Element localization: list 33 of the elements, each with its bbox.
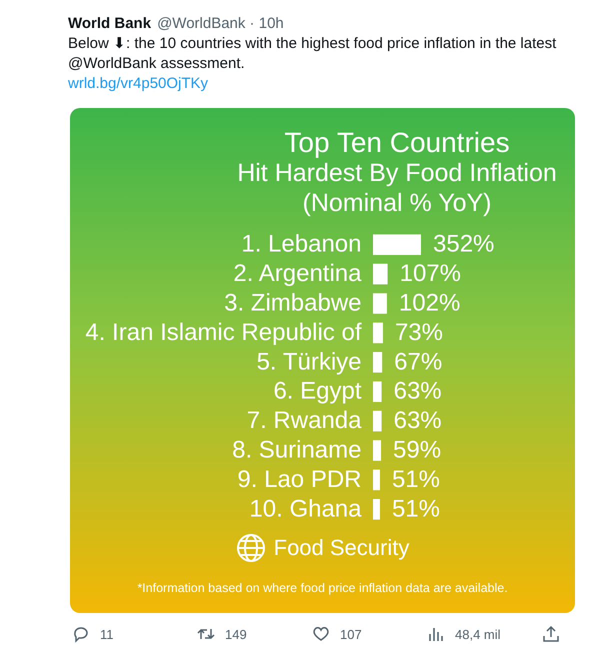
- chart-subtitle: Hit Hardest By Food Inflation: [237, 159, 557, 187]
- text: @WorldBank · 10h: [157, 15, 284, 32]
- data-label: 107%: [400, 260, 461, 288]
- text: *Information based on where food price inflation data are available.: [136, 581, 509, 595]
- y-tick-label: 7. Rwanda: [246, 407, 362, 434]
- y-tick-label: 5. Türkiye: [256, 348, 362, 376]
- data-label: 63%: [394, 407, 442, 434]
- y-tick-label: 6. Egypt: [273, 378, 362, 405]
- data-label: 73%: [394, 318, 443, 346]
- data-label: 67%: [394, 348, 442, 376]
- text: (Nominal % YoY): [302, 189, 492, 217]
- chart-title: Top Ten Countries: [284, 127, 510, 158]
- y-tick-label: 3. Zimbabwe: [224, 290, 362, 316]
- text: 149: [225, 626, 247, 642]
- y-tick-label: 2. Argentina: [233, 260, 362, 288]
- text: Food Security: [274, 535, 410, 561]
- y-tick-label: 10. Ghana: [249, 495, 362, 522]
- text: 11: [100, 626, 114, 642]
- text: Below ⬇: the 10 countries with the highest food price inflation in the latest @WorldBank assessment.: [68, 34, 558, 74]
- text: 107: [340, 626, 362, 642]
- data-label: 63%: [394, 378, 442, 405]
- text: World Bank: [68, 15, 152, 32]
- data-label: 102%: [398, 290, 460, 316]
- y-tick-label: 9. Lao PDR: [237, 466, 362, 493]
- y-tick-label: 8. Suriname: [232, 436, 362, 464]
- data-label: 59%: [393, 436, 442, 464]
- y-tick-label: 1. Lebanon: [241, 230, 362, 258]
- data-label: 352%: [433, 230, 494, 258]
- data-label: 51%: [392, 466, 440, 493]
- y-tick-label: 4. Iran Islamic Republic of: [85, 318, 362, 346]
- text: wrld.bg/vr4p50OjTKy: [68, 74, 210, 94]
- data-label: 51%: [392, 495, 440, 522]
- text: 48,4 mil: [455, 626, 501, 642]
